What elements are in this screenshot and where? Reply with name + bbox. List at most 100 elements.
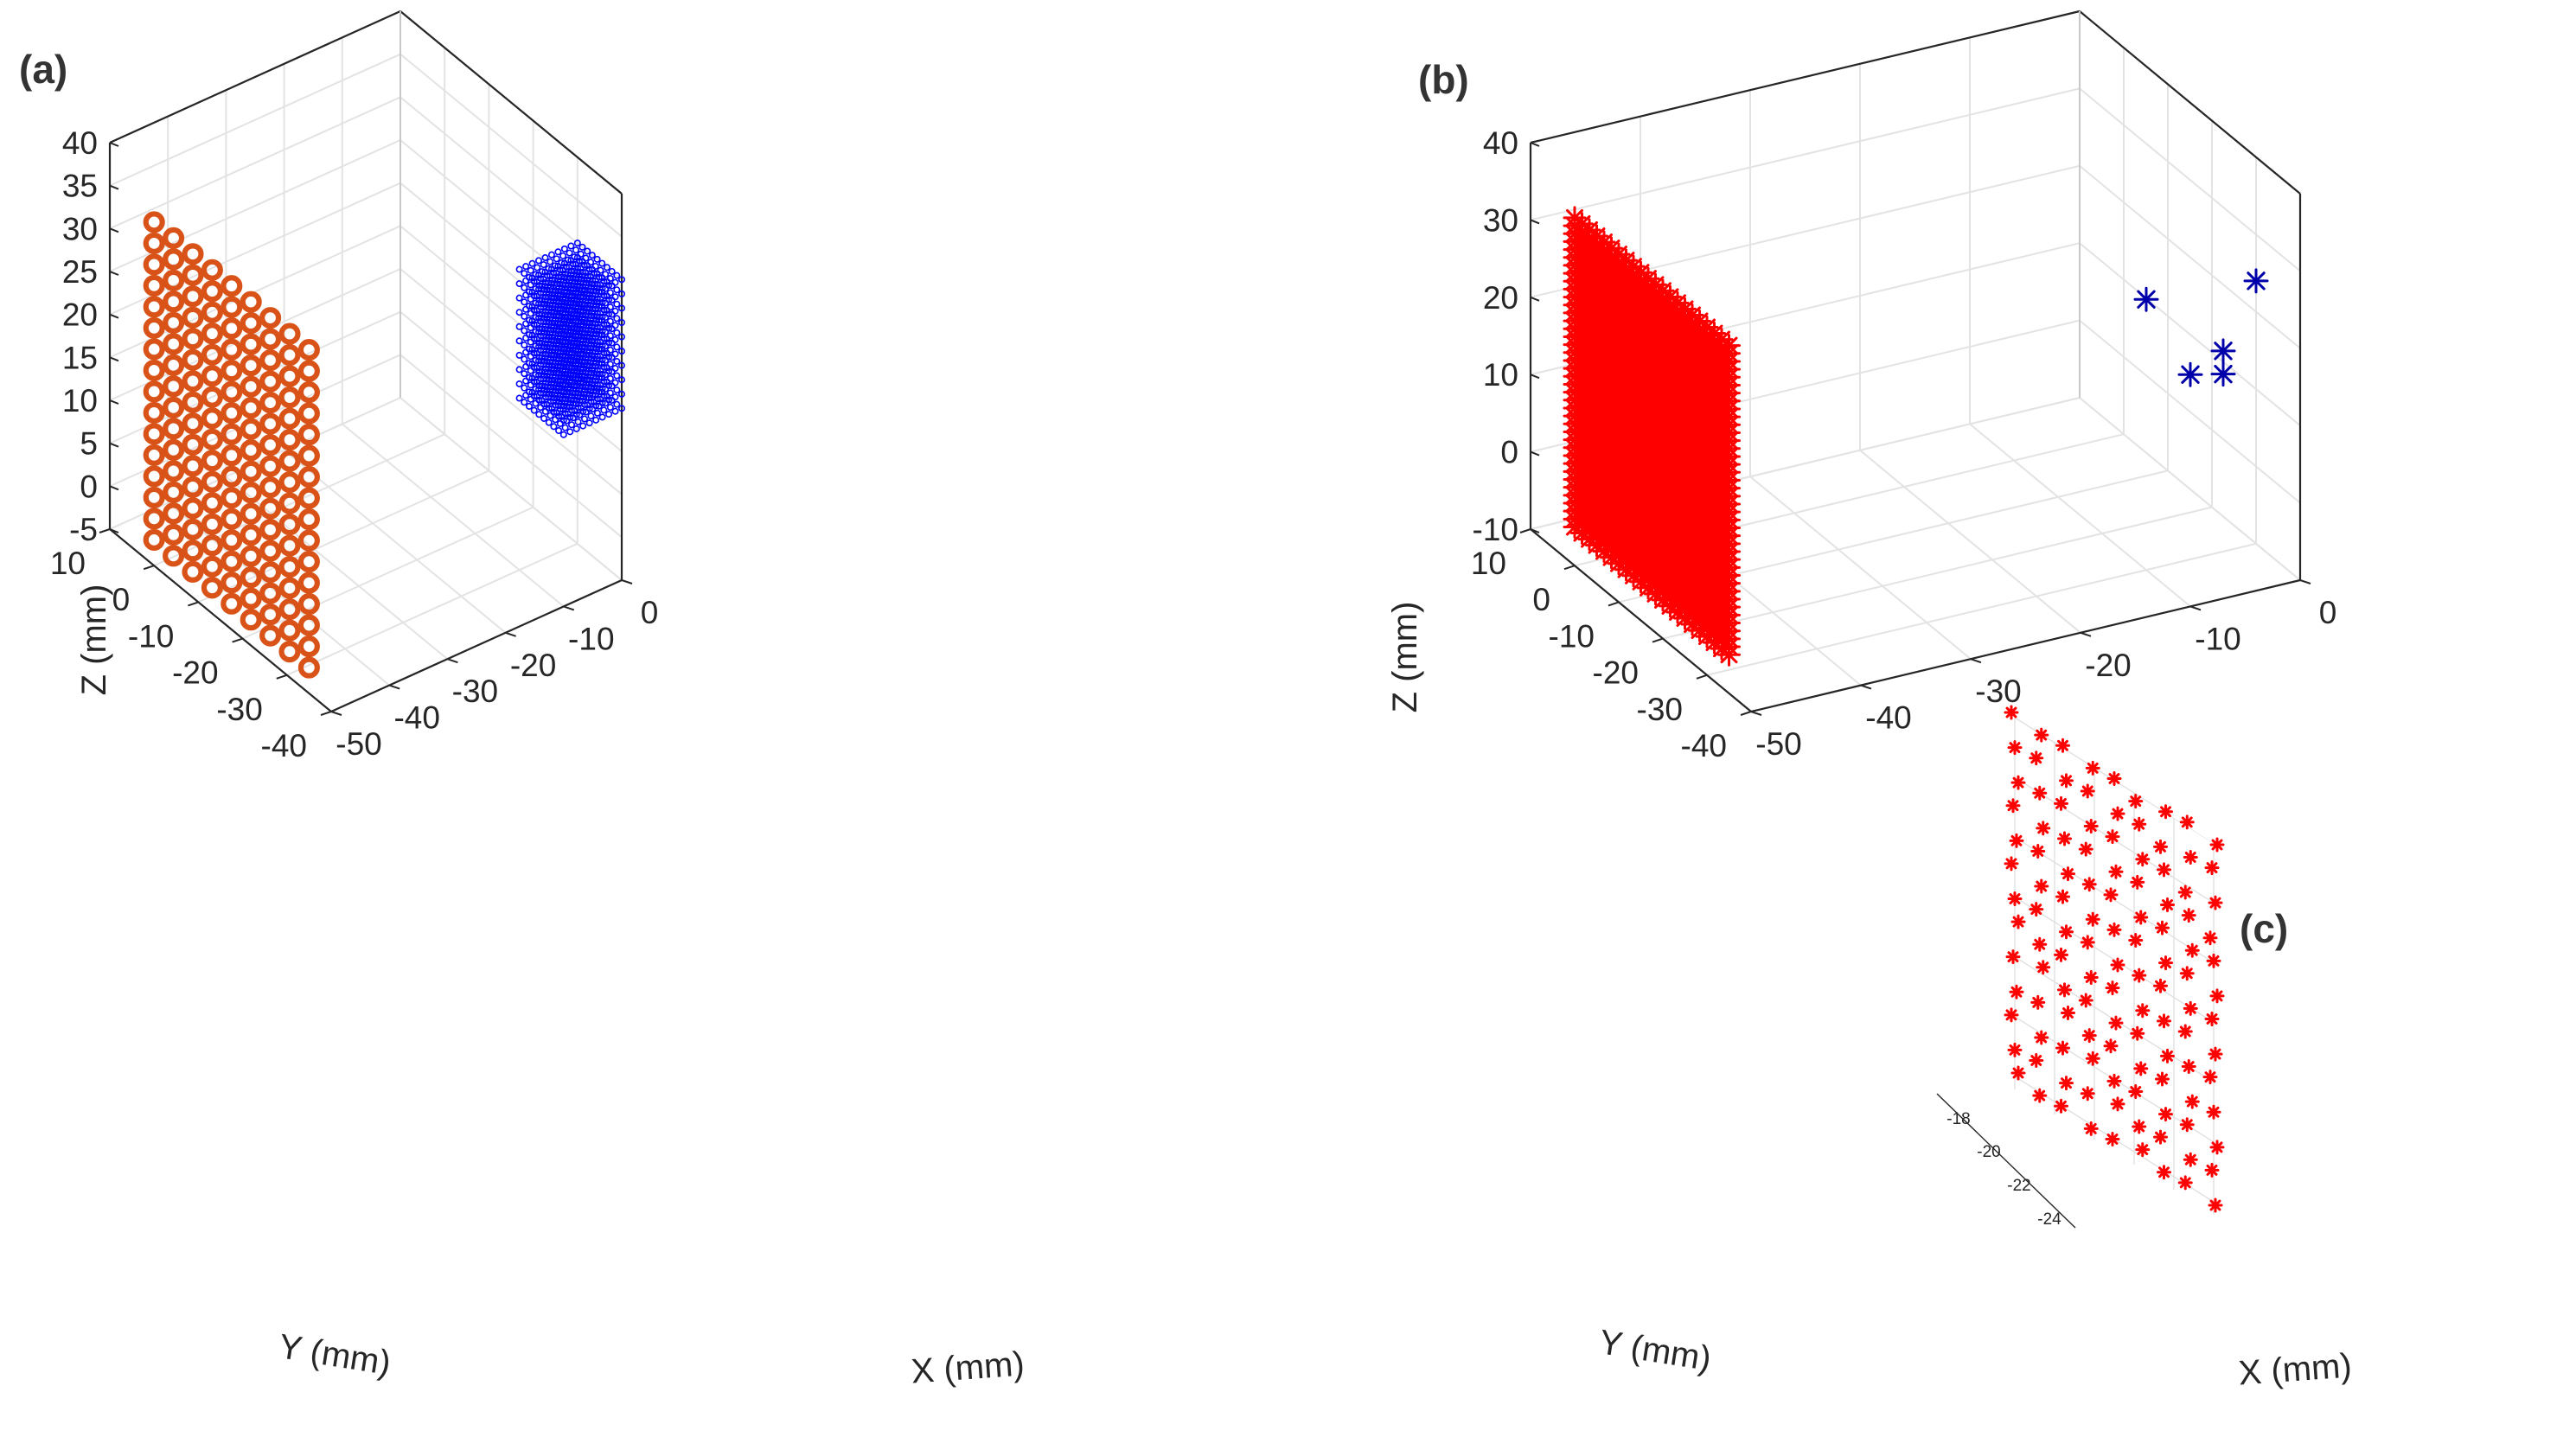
array-point <box>301 469 317 485</box>
x-tick-label: -10 <box>568 621 614 656</box>
array-point <box>262 628 278 644</box>
inset-point <box>2158 864 2170 876</box>
array-point <box>282 431 298 448</box>
inset-point <box>2181 968 2193 980</box>
target-point <box>547 419 552 425</box>
inset-point <box>2179 886 2191 898</box>
inset-point <box>2206 862 2218 874</box>
array-point <box>223 489 240 506</box>
z-tick-label: 30 <box>62 211 98 246</box>
inset-point <box>2106 982 2119 994</box>
inset-point <box>2010 834 2023 846</box>
inset-point <box>2081 936 2093 948</box>
array-point <box>165 505 182 521</box>
array-point <box>223 278 240 294</box>
panel-a-y-axis-label: Y (mm) <box>276 1327 393 1383</box>
target-point <box>523 321 528 326</box>
inset-point <box>2137 1005 2149 1017</box>
inset-point <box>2106 1134 2119 1146</box>
array-point <box>204 367 221 384</box>
inset-point <box>2181 816 2193 828</box>
target-point <box>558 421 563 426</box>
array-point <box>301 511 317 527</box>
target-point <box>612 351 617 356</box>
floor-gridline-y <box>1707 544 2256 675</box>
inset-point <box>2137 1144 2149 1156</box>
y-tick-label: -40 <box>261 728 307 763</box>
target-point <box>516 338 521 343</box>
panel-b-z-axis-label: Z (mm) <box>1386 602 1424 713</box>
inset-point <box>2005 1009 2017 1021</box>
inset-point <box>2032 845 2044 857</box>
inset-point <box>2208 1106 2220 1118</box>
y-tick-label: 0 <box>1532 582 1550 617</box>
inset-point <box>2108 773 2120 785</box>
inset-point <box>2037 961 2049 974</box>
inset-point <box>2184 1002 2196 1014</box>
target-point <box>523 307 528 312</box>
inset-point <box>2057 1042 2069 1054</box>
z-tick-label: 20 <box>62 297 98 333</box>
inset-point <box>2083 878 2095 891</box>
array-point <box>146 214 163 230</box>
target-point <box>614 287 619 292</box>
target-point <box>598 267 603 272</box>
inset-point <box>2012 916 2024 928</box>
array-point <box>262 564 278 580</box>
target-point <box>541 416 547 421</box>
array-point <box>301 533 317 549</box>
x-tick <box>389 686 400 689</box>
inset-point <box>2112 1098 2124 1110</box>
inset-point <box>2155 840 2167 853</box>
target-point <box>523 335 528 341</box>
array-point <box>262 585 278 602</box>
array-point <box>282 326 298 342</box>
z-tick-label: 0 <box>80 469 98 504</box>
inset-point <box>2105 1040 2117 1052</box>
inset-point <box>2085 971 2097 983</box>
inset-point <box>2009 742 2021 754</box>
target-point <box>523 292 528 297</box>
target-point <box>516 266 521 271</box>
target-point <box>612 323 617 328</box>
target-point <box>567 429 572 434</box>
array-point <box>243 591 259 607</box>
z-tick-label: 20 <box>1483 280 1518 316</box>
inset-point <box>2137 853 2149 865</box>
box-edge <box>1531 11 2080 143</box>
target-point <box>523 349 528 354</box>
target-point <box>614 344 619 349</box>
array-point <box>146 278 163 294</box>
target-point <box>529 261 534 266</box>
target-point <box>608 276 613 281</box>
inset-point <box>2110 1017 2122 1029</box>
target-point <box>516 395 521 400</box>
target-point <box>608 348 613 353</box>
inset-point <box>2059 984 2071 996</box>
array-point <box>282 368 298 385</box>
box-edge <box>2080 11 2300 194</box>
z-tick <box>110 400 118 404</box>
target-point <box>521 271 527 276</box>
inset-point <box>2057 739 2069 751</box>
array-point <box>262 543 278 559</box>
array-point <box>146 383 163 399</box>
array-point <box>301 363 317 380</box>
inset-point <box>2186 944 2198 956</box>
inset-point <box>2183 910 2195 922</box>
inset-point <box>2132 1027 2144 1039</box>
array-point <box>223 362 240 379</box>
array-point <box>185 542 201 559</box>
y-tick-label: -30 <box>216 692 262 727</box>
inset-point <box>2012 776 2024 789</box>
panel-b-x-axis-label: X (mm) <box>2237 1347 2353 1393</box>
inset-point <box>2158 1015 2170 1027</box>
array-point <box>243 379 259 395</box>
target-point <box>2245 270 2267 292</box>
target-point <box>560 253 566 259</box>
array-point <box>185 310 201 326</box>
target-point <box>516 295 521 300</box>
target-point <box>534 265 540 270</box>
array-point <box>165 251 182 267</box>
target-point <box>521 342 527 348</box>
